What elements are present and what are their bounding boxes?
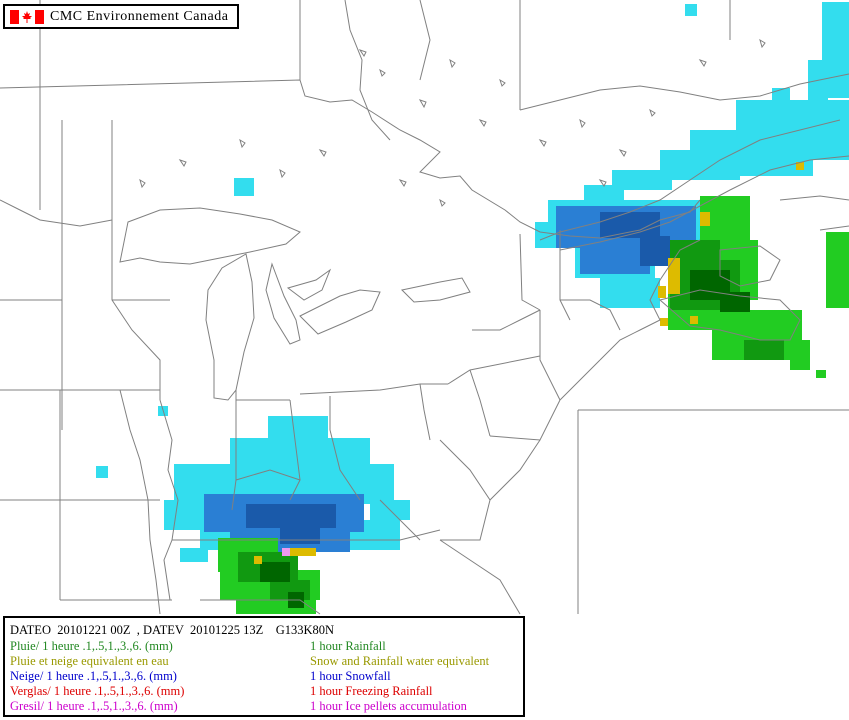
legend-dates: DATEO 20101221 00Z , DATEV 20101225 13Z … — [10, 623, 335, 637]
legend-freezing-en: 1 hour Freezing Rainfall — [310, 684, 433, 698]
legend-box: DATEO 20101221 00Z , DATEV 20101225 13Z … — [3, 616, 525, 717]
legend-row-snow: Neige/ 1 heure .1,.5,1.,3.,6. (mm) 1 hou… — [10, 669, 391, 684]
legend-rain-en: 1 hour Rainfall — [310, 639, 386, 653]
legend-mixed-fr: Pluie et neige equivalent en eau — [10, 654, 169, 668]
legend-row-mixed: Pluie et neige equivalent en eau Snow an… — [10, 654, 489, 669]
legend-snow-en: 1 hour Snowfall — [310, 669, 391, 683]
legend-row-ice: Gresil/ 1 heure .1,.5,1.,3.,6. (mm) 1 ho… — [10, 699, 467, 714]
precip-mixed — [254, 162, 804, 564]
canada-flag-icon — [10, 9, 44, 24]
header-title: CMC Environnement Canada — [50, 8, 229, 24]
legend-mixed-en: Snow and Rainfall water equivalent — [310, 654, 490, 668]
legend-row-freezing: Verglas/ 1 heure .1,.5,1.,3.,6. (mm) 1 h… — [10, 684, 433, 699]
legend-snow-fr: Neige/ 1 heure .1,.5,1.,3.,6. (mm) — [10, 669, 177, 683]
legend-freezing-fr: Verglas/ 1 heure .1,.5,1.,3.,6. (mm) — [10, 684, 185, 698]
precip-snow-heavy — [246, 212, 670, 544]
legend-ice-fr: Gresil/ 1 heure .1,.5,1.,3.,6. (mm) — [10, 699, 178, 713]
small-lakes — [139, 38, 766, 207]
legend-row-rain: Pluie/ 1 heure .1,.5,1.,3.,6. (mm) 1 hou… — [10, 639, 386, 654]
legend-ice-en: 1 hour Ice pellets accumulation — [310, 699, 467, 713]
header-box: CMC Environnement Canada — [3, 4, 239, 29]
precip-ice — [282, 548, 290, 556]
precip-rain-heavy — [260, 270, 750, 608]
map-boundaries — [0, 0, 849, 615]
legend-rain-fr: Pluie/ 1 heure .1,.5,1.,3.,6. (mm) — [10, 639, 173, 653]
